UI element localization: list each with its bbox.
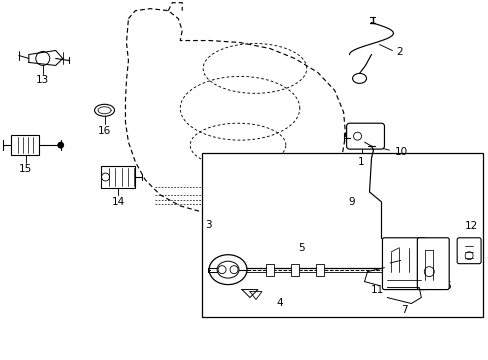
Text: 13: 13 [36,75,49,85]
Bar [290,264,298,276]
Text: 5: 5 [298,243,305,253]
Text: 16: 16 [98,126,111,136]
FancyBboxPatch shape [382,238,426,289]
Text: 9: 9 [347,197,354,207]
Text: 4: 4 [276,297,283,307]
Text: 12: 12 [464,221,477,231]
Text: 8: 8 [402,255,409,265]
Circle shape [58,142,63,148]
Bar [101,166,135,188]
Text: 6: 6 [443,280,449,291]
Text: 11: 11 [370,284,384,294]
Text: 14: 14 [112,197,125,207]
Polygon shape [242,289,258,298]
Ellipse shape [98,107,111,114]
Text: 1: 1 [358,157,364,167]
Text: 2: 2 [395,48,402,58]
Ellipse shape [209,255,246,285]
Bar [11,135,39,155]
FancyBboxPatch shape [456,238,480,264]
Text: 10: 10 [394,147,407,157]
Bar [265,264,273,276]
Ellipse shape [352,73,366,84]
Text: 15: 15 [19,164,32,174]
Ellipse shape [94,104,114,116]
Ellipse shape [217,261,239,278]
Bar [315,264,323,276]
FancyBboxPatch shape [346,123,384,149]
Text: 7: 7 [400,306,407,315]
Bar [202,153,482,318]
FancyBboxPatch shape [416,238,448,289]
Text: 3: 3 [204,220,211,230]
